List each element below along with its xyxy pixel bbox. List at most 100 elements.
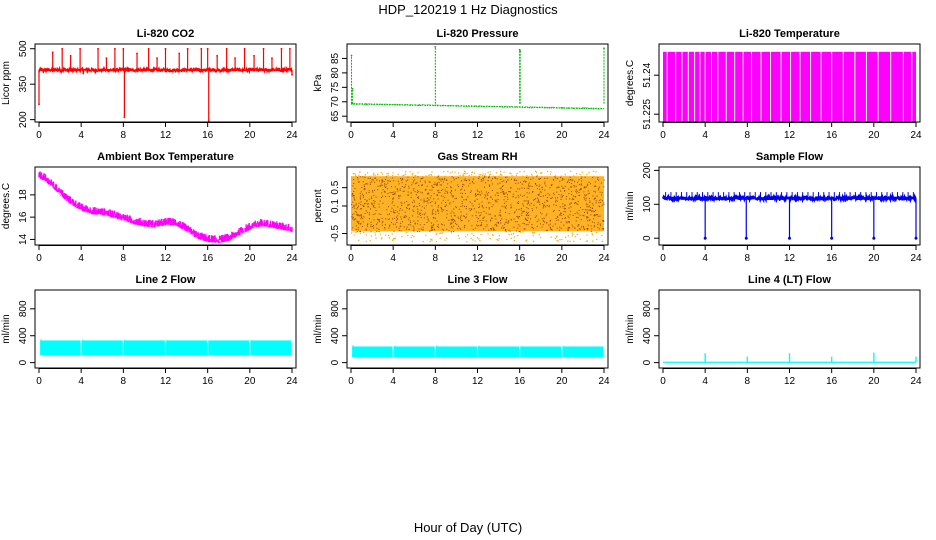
rh-point (399, 209, 401, 211)
rh-point (523, 211, 525, 213)
rh-outlier (386, 173, 388, 175)
data-point (164, 47, 167, 50)
rh-point (549, 226, 551, 228)
x-tick-label: 4 (390, 253, 396, 264)
rh-point (575, 196, 577, 198)
y-tick-label: -0.5 (330, 224, 341, 242)
rh-point (373, 202, 375, 204)
rh-point (426, 221, 428, 223)
rh-point (422, 229, 424, 231)
rh-point (455, 206, 457, 208)
data-point (123, 116, 126, 119)
rh-point (496, 192, 498, 194)
rh-point (423, 199, 425, 201)
rh-point (388, 206, 390, 208)
rh-point (527, 214, 529, 216)
rh-outlier (392, 239, 394, 242)
data-point (114, 47, 116, 50)
rh-point (488, 213, 490, 215)
rh-outlier (413, 235, 415, 238)
rh-point (413, 220, 415, 222)
rh-point (418, 203, 420, 205)
rh-outlier (550, 236, 552, 238)
rh-point (477, 225, 479, 227)
rh-point (580, 207, 582, 209)
rh-point (354, 199, 356, 201)
rh-point (438, 178, 440, 180)
rh-point (377, 189, 379, 191)
rh-point (492, 227, 494, 229)
y-tick-label: 800 (18, 300, 29, 317)
rh-point (449, 202, 451, 204)
rh-point (371, 181, 373, 183)
rh-point (574, 213, 576, 215)
rh-point (437, 210, 439, 212)
rh-outlier (411, 240, 413, 242)
rh-point (400, 230, 402, 232)
rh-point (440, 184, 442, 186)
rh-point (490, 220, 492, 222)
rh-point (398, 183, 400, 185)
y-tick-label: 400 (18, 327, 29, 344)
rh-point (445, 191, 447, 193)
rh-point (477, 193, 479, 195)
rh-outlier (417, 172, 419, 174)
rh-point (436, 194, 438, 196)
rh-point (379, 185, 381, 187)
rh-point (590, 183, 592, 185)
rh-point (503, 199, 505, 201)
rh-point (434, 217, 436, 219)
rh-point (405, 215, 407, 217)
rh-point (417, 197, 419, 199)
rh-point (525, 219, 527, 221)
rh-point (436, 184, 438, 186)
rh-point (577, 224, 579, 226)
rh-point (351, 216, 353, 218)
x-tick-label: 24 (910, 253, 922, 264)
rh-point (415, 182, 417, 184)
rh-point (590, 214, 592, 216)
rh-band (351, 176, 604, 232)
rh-outlier (513, 239, 515, 242)
rh-point (462, 192, 464, 194)
rh-outlier (523, 171, 525, 173)
rh-outlier (473, 234, 475, 237)
rh-point (570, 178, 572, 180)
rh-outlier (444, 175, 446, 177)
rh-point (534, 183, 536, 185)
rh-point (471, 203, 473, 205)
rh-point (480, 179, 482, 181)
rh-point (474, 200, 476, 202)
rh-outlier (406, 232, 408, 234)
rh-point (476, 198, 478, 200)
rh-point (593, 210, 595, 212)
rh-point (429, 197, 431, 199)
rh-point (445, 205, 447, 207)
rh-point (359, 214, 361, 216)
rh-point (552, 225, 554, 227)
rh-point (598, 179, 600, 181)
rh-point (353, 219, 355, 221)
rh-outlier (463, 174, 465, 177)
rh-point (360, 201, 362, 203)
y-axis-label: ml/min (625, 191, 636, 220)
rh-point (519, 188, 521, 190)
y-axis-label: degrees.C (1, 183, 12, 229)
rh-point (401, 205, 403, 207)
rh-point (540, 191, 542, 193)
rh-point (593, 222, 595, 224)
y-tick-label: 350 (18, 75, 29, 92)
rh-point (503, 227, 505, 229)
rh-point (423, 217, 425, 219)
rh-point (419, 205, 421, 207)
rh-point (460, 206, 462, 208)
rh-point (488, 229, 490, 231)
rh-point (506, 196, 508, 198)
rh-point (586, 212, 588, 214)
rh-point (589, 209, 591, 211)
rh-point (598, 202, 600, 204)
rh-point (507, 222, 509, 224)
rh-point (362, 196, 364, 198)
rh-point (417, 190, 419, 192)
rh-point (374, 181, 376, 183)
